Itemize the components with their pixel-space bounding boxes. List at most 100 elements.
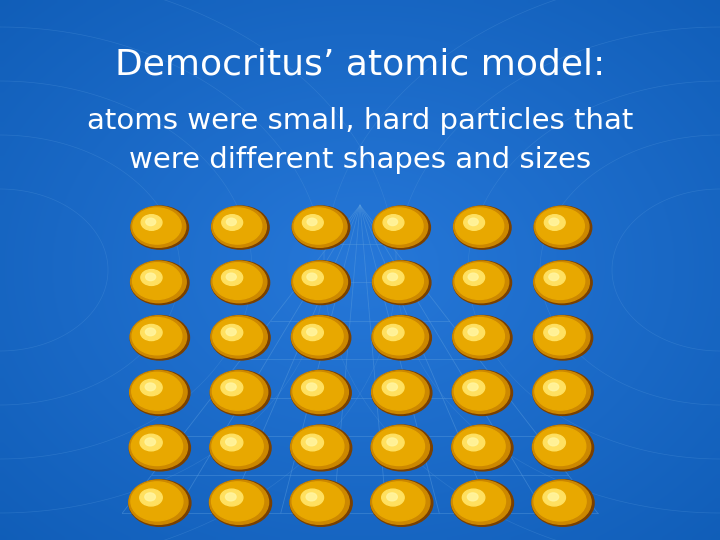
Circle shape [140, 380, 162, 396]
Circle shape [212, 427, 264, 465]
Circle shape [293, 372, 343, 410]
Circle shape [292, 261, 348, 303]
Circle shape [302, 434, 323, 451]
Circle shape [292, 261, 350, 305]
Circle shape [212, 206, 266, 247]
Circle shape [375, 208, 423, 244]
Circle shape [455, 263, 504, 300]
Circle shape [372, 426, 429, 469]
Circle shape [131, 427, 183, 465]
Circle shape [291, 370, 351, 415]
Circle shape [220, 489, 243, 506]
Circle shape [145, 328, 156, 336]
Circle shape [468, 328, 478, 336]
Circle shape [141, 269, 162, 286]
Circle shape [454, 206, 511, 249]
Circle shape [130, 261, 189, 305]
Circle shape [382, 325, 404, 341]
Circle shape [291, 370, 348, 414]
Circle shape [453, 261, 511, 305]
Circle shape [145, 383, 156, 391]
Circle shape [301, 489, 323, 506]
Circle shape [463, 434, 485, 451]
Circle shape [290, 480, 349, 524]
Circle shape [468, 273, 478, 281]
Circle shape [462, 489, 485, 506]
Circle shape [307, 218, 317, 226]
Circle shape [292, 427, 344, 465]
Circle shape [372, 425, 432, 471]
Circle shape [292, 316, 348, 358]
Circle shape [225, 438, 236, 446]
Circle shape [467, 493, 478, 501]
Circle shape [536, 263, 585, 300]
Circle shape [533, 425, 593, 471]
Circle shape [454, 206, 508, 247]
Circle shape [388, 218, 397, 226]
Circle shape [533, 370, 590, 414]
Circle shape [373, 482, 425, 521]
Circle shape [387, 273, 397, 281]
Circle shape [145, 493, 156, 501]
Circle shape [373, 206, 428, 247]
Circle shape [544, 434, 565, 451]
Circle shape [548, 438, 559, 446]
Circle shape [145, 438, 156, 446]
Circle shape [210, 425, 271, 471]
Circle shape [131, 482, 183, 521]
Circle shape [373, 206, 431, 249]
Circle shape [452, 370, 510, 414]
Circle shape [534, 316, 590, 358]
Circle shape [212, 372, 263, 410]
Circle shape [302, 215, 323, 230]
Circle shape [535, 372, 585, 410]
Circle shape [307, 328, 317, 336]
Circle shape [534, 427, 586, 465]
Circle shape [210, 370, 271, 415]
Circle shape [549, 328, 559, 336]
Circle shape [210, 480, 271, 526]
Circle shape [374, 372, 424, 410]
Circle shape [294, 318, 343, 355]
Circle shape [226, 328, 236, 336]
Circle shape [452, 425, 513, 471]
Circle shape [543, 489, 565, 506]
Circle shape [372, 261, 428, 303]
Circle shape [211, 261, 267, 303]
Circle shape [372, 315, 431, 360]
Circle shape [372, 370, 429, 414]
Circle shape [131, 206, 189, 249]
Circle shape [372, 261, 431, 305]
Circle shape [291, 426, 348, 469]
Circle shape [453, 316, 509, 358]
Circle shape [467, 438, 478, 446]
Circle shape [544, 269, 565, 286]
Circle shape [130, 425, 190, 471]
Circle shape [451, 480, 513, 526]
Circle shape [463, 325, 485, 341]
Circle shape [132, 318, 182, 355]
Circle shape [453, 261, 509, 303]
Circle shape [387, 493, 397, 501]
Circle shape [534, 482, 586, 521]
Circle shape [548, 493, 559, 501]
Circle shape [212, 482, 264, 521]
Circle shape [210, 370, 268, 414]
Circle shape [306, 438, 317, 446]
Circle shape [129, 480, 188, 524]
Circle shape [214, 208, 262, 244]
Circle shape [210, 480, 269, 524]
Circle shape [132, 263, 181, 300]
Circle shape [211, 261, 269, 305]
Circle shape [373, 427, 425, 465]
Circle shape [452, 370, 513, 415]
Circle shape [549, 273, 559, 281]
Circle shape [453, 315, 512, 360]
Circle shape [383, 269, 404, 286]
Circle shape [463, 380, 485, 396]
Circle shape [371, 480, 433, 526]
Circle shape [464, 215, 485, 230]
Circle shape [387, 328, 397, 336]
Circle shape [533, 426, 590, 469]
Circle shape [536, 208, 585, 244]
